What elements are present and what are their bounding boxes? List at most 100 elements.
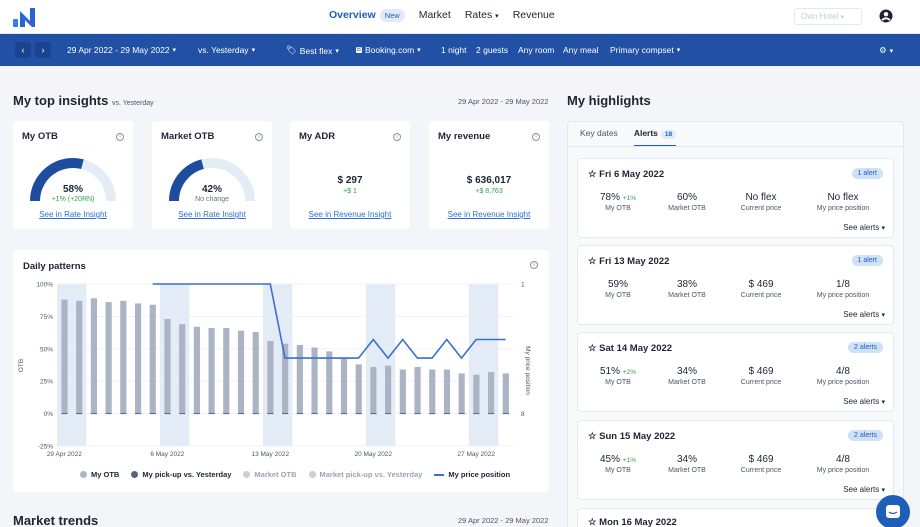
info-icon[interactable]: i (532, 133, 540, 141)
chart-legend: My OTB My pick-up vs. Yesterday Market O… (80, 470, 510, 479)
alert-card[interactable]: ☆ Fri 13 May 2022 1 alert 59% My OTB 38% Mar… (577, 245, 894, 325)
metric-label: My OTB (605, 205, 631, 212)
channel-filter[interactable]: B Booking.com ▾ (356, 45, 421, 55)
tag-icon: 🏷 (286, 45, 297, 55)
see-alerts-label: See alerts (843, 397, 880, 406)
gauge-fill (30, 158, 84, 202)
x-tick-label: 13 May 2022 (251, 451, 289, 458)
date-range-value: 29 Apr 2022 - 29 May 2022 (67, 45, 170, 55)
info-icon[interactable]: i (255, 133, 263, 141)
bar-my-otb (487, 372, 495, 414)
kpi-title: My OTB (22, 131, 58, 142)
star-icon[interactable]: ☆ (588, 256, 597, 267)
legend-my-otb[interactable]: My OTB (80, 470, 119, 479)
alert-card-next[interactable]: ☆ Mon 16 May 2022 (577, 508, 894, 527)
legend-market-otb[interactable]: Market OTB (243, 470, 297, 479)
kpi-value: $ 636,017 (466, 175, 512, 186)
see-in-rate-insight-link[interactable]: See in Rate Insight (39, 210, 107, 219)
weekend-band (468, 284, 499, 446)
info-icon[interactable]: i (393, 133, 401, 141)
tab-alerts[interactable]: Alerts 18 (633, 128, 677, 147)
metric-market-otb: 34% Market OTB (652, 454, 722, 474)
see-alerts-link[interactable]: See alerts ▾ (843, 310, 885, 319)
legend-price-position[interactable]: My price position (434, 470, 510, 479)
info-icon[interactable]: i (530, 261, 538, 269)
star-icon[interactable]: ☆ (588, 169, 597, 180)
weekend-band (365, 284, 396, 446)
star-icon[interactable]: ☆ (588, 343, 597, 354)
tab-key-dates[interactable]: Key dates (580, 128, 618, 138)
x-tick-label: 27 May 2022 (457, 451, 495, 458)
hotel-select-value: Own Hotel (801, 12, 839, 21)
alert-date-label: Fri 13 May 2022 (599, 256, 670, 267)
insights-heading: My top insights vs. Yesterday (13, 93, 154, 108)
chat-icon (886, 505, 900, 518)
legend-label: My price position (448, 470, 511, 479)
highlights-title: My highlights (567, 93, 651, 108)
see-alerts-link[interactable]: See alerts ▾ (843, 397, 885, 406)
settings-button[interactable]: ⚙ ▾ (879, 45, 893, 56)
bar-my-otb (237, 330, 245, 414)
meal-filter[interactable]: Any meal (563, 45, 599, 55)
legend-label: My OTB (91, 470, 120, 479)
nav-rates-label: Rates (464, 9, 493, 21)
alert-card[interactable]: ☆ Sun 15 May 2022 2 alerts 45% +1% My OTB 34… (577, 420, 894, 500)
chevron-down-icon: ▾ (881, 225, 885, 232)
metric-value: 34% (676, 366, 697, 377)
legend-market-pickup[interactable]: Market pick-up vs. Yesterday (308, 470, 422, 479)
hotel-select[interactable]: Own Hotel ▾ (794, 8, 862, 25)
nav-revenue[interactable]: Revenue (512, 9, 555, 21)
prev-period-button[interactable]: ‹ (15, 42, 31, 58)
info-icon[interactable]: i (116, 133, 124, 141)
user-account-icon[interactable] (879, 9, 893, 23)
daily-patterns-chart: 100% 75% 50% 25% 0% -25% 1 8 29 Apr 2022 6 May 20… (36, 282, 525, 459)
nav-market[interactable]: Market (418, 9, 451, 21)
metric-change: +1% (622, 457, 636, 464)
alert-count-badge: 2 alerts (848, 430, 883, 441)
metric-value: No flex (827, 192, 859, 203)
see-in-revenue-insight-link[interactable]: See in Revenue Insight (447, 210, 531, 219)
kpi-card-my-revenue: My revenue i $ 636,017 +$ 8,763 See in R… (429, 121, 549, 229)
rate-filter[interactable]: 🏷 Best flex ▾ (286, 45, 339, 56)
see-alerts-link[interactable]: See alerts ▾ (843, 223, 885, 232)
bar-my-otb (223, 328, 230, 414)
kpi-title: Market OTB (161, 131, 215, 142)
alert-count-badge: 2 alerts (848, 342, 883, 353)
alert-card[interactable]: ☆ Fri 6 May 2022 1 alert 78% +1% My OTB 60% M… (577, 158, 894, 238)
chevron-down-icon: ▾ (889, 47, 894, 55)
metric-value: 4/8 (836, 366, 850, 377)
legend-my-pickup[interactable]: My pick-up vs. Yesterday (131, 470, 231, 479)
metric-value: 59% (607, 279, 628, 290)
y-tick-label: 0% (44, 411, 54, 418)
nav-overview[interactable]: Overview New (329, 9, 405, 22)
next-period-button[interactable]: › (35, 42, 51, 58)
room-filter[interactable]: Any room (518, 45, 555, 55)
see-in-revenue-insight-link[interactable]: See in Revenue Insight (308, 210, 392, 219)
see-alerts-link[interactable]: See alerts ▾ (843, 485, 885, 494)
legend-dot (308, 471, 316, 478)
nights-filter[interactable]: 1 night (441, 45, 467, 55)
alert-count-badge: 1 alert (851, 168, 883, 179)
bar-my-otb (90, 298, 98, 414)
tab-alerts-label: Alerts (633, 128, 658, 138)
chevron-down-icon: ▾ (881, 487, 885, 494)
star-icon[interactable]: ☆ (588, 431, 597, 442)
chevron-down-icon: ▾ (335, 47, 339, 55)
nav-rates[interactable]: Rates ▾ (465, 9, 499, 21)
metric-value: 45% (600, 454, 621, 465)
alerts-count-badge: 18 (660, 130, 677, 139)
alert-card[interactable]: ☆ Sat 14 May 2022 2 alerts 51% +2% My OTB 34… (577, 332, 894, 412)
rate-value: Best flex (299, 45, 333, 56)
see-in-rate-insight-link[interactable]: See in Rate Insight (178, 210, 246, 219)
compare-filter[interactable]: vs. Yesterday ▾ (198, 45, 255, 55)
date-range-filter[interactable]: 29 Apr 2022 - 29 May 2022 ▾ (67, 45, 176, 55)
guests-filter[interactable]: 2 guests (476, 45, 509, 55)
bar-my-otb (458, 373, 465, 414)
chat-button[interactable] (876, 495, 910, 527)
app-logo-icon[interactable] (13, 6, 39, 28)
metric-value: 38% (676, 279, 697, 290)
metric-label: Market OTB (668, 292, 706, 299)
y-tick-label: 50% (40, 346, 53, 353)
compset-filter[interactable]: Primary compset ▾ (610, 45, 680, 55)
alert-date: ☆ Sun 15 May 2022 (588, 431, 675, 442)
